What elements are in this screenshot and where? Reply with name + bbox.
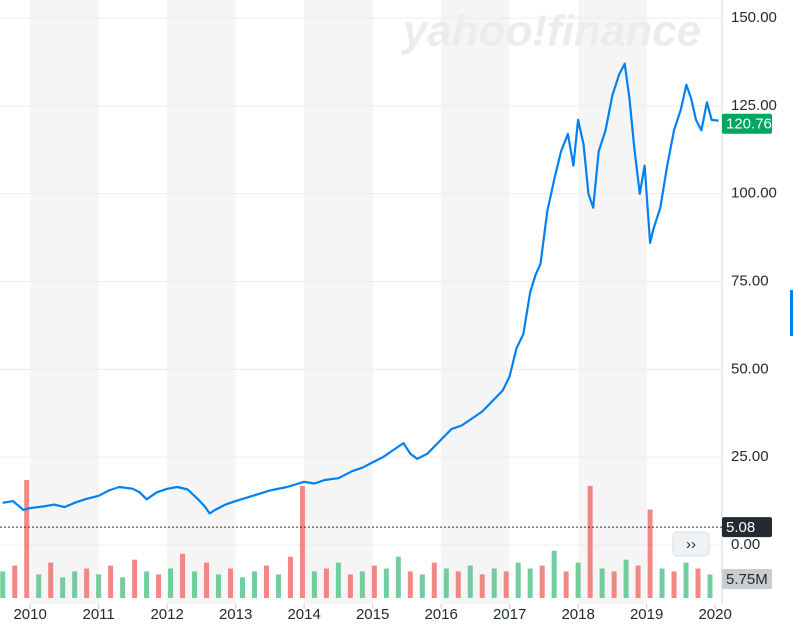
y-tick-label: 75.00 — [731, 272, 769, 289]
x-tick-label: 2015 — [356, 606, 389, 623]
x-tick-label: 2019 — [630, 606, 663, 623]
volume-bar — [611, 571, 617, 598]
volume-bar — [539, 565, 545, 598]
volume-bar — [0, 571, 6, 598]
volume-bar — [60, 577, 66, 598]
scroll-button[interactable] — [672, 531, 710, 557]
y-tick-label: 100.00 — [731, 185, 777, 202]
volume-bar — [527, 568, 533, 598]
volume-bar — [563, 571, 569, 598]
last-price-box — [722, 113, 772, 134]
volume-bar — [84, 568, 90, 598]
volume-bar — [695, 568, 701, 598]
volume-bar — [371, 565, 377, 598]
side-handle[interactable] — [790, 290, 793, 336]
volume-bar — [48, 562, 54, 598]
volume-bar — [72, 571, 78, 598]
volume-bar — [419, 574, 425, 598]
x-tick-label: 2013 — [219, 606, 252, 623]
volume-bar — [647, 509, 653, 598]
volume-bar — [359, 571, 365, 598]
volume-bar — [287, 556, 293, 598]
year-band — [304, 0, 373, 604]
volume-bar — [431, 562, 437, 598]
volume-bar — [323, 568, 329, 598]
volume-bar — [251, 571, 257, 598]
watermark: yahoo!finance — [401, 7, 701, 56]
price-line — [2, 62, 719, 515]
x-tick-label: 2010 — [13, 606, 46, 623]
x-tick-label: 2014 — [287, 606, 320, 623]
volume-bar — [120, 577, 126, 598]
volume-bar — [36, 574, 42, 598]
volume-bar — [659, 568, 665, 598]
y-tick-label: 125.00 — [731, 97, 777, 114]
x-tick-label: 2018 — [561, 606, 594, 623]
volume-bar — [12, 565, 18, 598]
volume-bar — [503, 571, 509, 598]
volume-bar — [479, 574, 485, 598]
volume-bar — [347, 574, 353, 598]
volume-bar — [216, 574, 222, 598]
volume-bar — [96, 574, 102, 598]
year-band — [30, 0, 99, 604]
volume-bar — [599, 568, 605, 598]
scroll-button-label[interactable]: ›› — [686, 536, 696, 553]
y-tick-label: 0.00 — [731, 536, 760, 553]
y-tick-label: 50.00 — [731, 360, 769, 377]
volume-bar — [683, 562, 689, 598]
volume-bar — [623, 559, 629, 598]
volume-bar — [263, 565, 269, 598]
volume-bar — [455, 571, 461, 598]
volume-bar — [144, 571, 150, 598]
volume-bar — [335, 562, 341, 598]
volume-bar — [132, 559, 138, 598]
x-tick-label: 2020 — [698, 606, 731, 623]
volume-bar — [707, 574, 713, 598]
year-band — [441, 0, 510, 604]
last-price: 120.76 — [726, 116, 772, 133]
volume-bar — [443, 568, 449, 598]
volume-bar — [575, 562, 581, 598]
background — [30, 0, 723, 604]
volume-bar — [515, 562, 521, 598]
year-band — [167, 0, 236, 604]
volume-bar — [192, 571, 198, 598]
y-tick-label: 150.00 — [731, 9, 777, 26]
volume-bar — [311, 571, 317, 598]
volume-bar — [407, 571, 413, 598]
volume-bar — [228, 568, 234, 598]
volume-bar — [551, 550, 557, 598]
last-volume-box — [722, 569, 772, 590]
reference-price-box — [722, 517, 772, 538]
volume-bar — [587, 485, 593, 598]
x-tick-label: 2011 — [83, 606, 115, 623]
volume-bar — [108, 565, 114, 598]
volume-bar — [299, 485, 305, 598]
volume-bar — [168, 568, 174, 598]
volume-bar — [383, 568, 389, 598]
x-tick-label: 2017 — [493, 606, 526, 623]
last-volume: 5.75M — [726, 571, 768, 588]
volume-bar — [156, 574, 162, 598]
x-tick-label: 2012 — [150, 606, 183, 623]
volume-bar — [395, 556, 401, 598]
volume-bar — [180, 553, 186, 598]
volume-bar — [24, 480, 30, 598]
volume-bar — [635, 565, 641, 598]
volume-bar — [275, 574, 281, 598]
volume-bar — [204, 562, 210, 598]
volume-bar — [467, 565, 473, 598]
reference-price: 5.08 — [726, 519, 755, 536]
y-tick-label: 25.00 — [731, 448, 769, 465]
volume-bar — [671, 571, 677, 598]
volume-bar — [239, 577, 245, 598]
volume-bar — [491, 568, 497, 598]
x-tick-label: 2016 — [424, 606, 457, 623]
